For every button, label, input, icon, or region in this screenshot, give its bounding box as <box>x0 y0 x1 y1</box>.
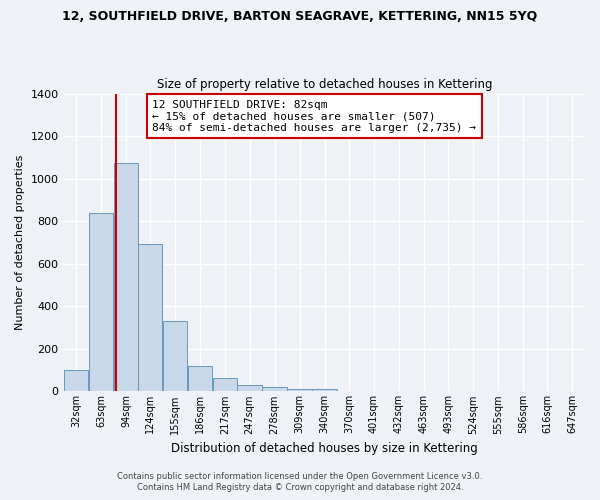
Title: Size of property relative to detached houses in Kettering: Size of property relative to detached ho… <box>157 78 492 91</box>
Bar <box>89 212 113 392</box>
Bar <box>163 321 187 392</box>
Bar <box>113 162 138 392</box>
Bar <box>287 389 312 392</box>
Bar <box>188 366 212 392</box>
Bar <box>262 386 287 392</box>
X-axis label: Distribution of detached houses by size in Kettering: Distribution of detached houses by size … <box>171 442 478 455</box>
Text: Contains HM Land Registry data © Crown copyright and database right 2024.: Contains HM Land Registry data © Crown c… <box>137 484 463 492</box>
Bar <box>64 370 88 392</box>
Y-axis label: Number of detached properties: Number of detached properties <box>15 155 25 330</box>
Text: 12 SOUTHFIELD DRIVE: 82sqm
← 15% of detached houses are smaller (507)
84% of sem: 12 SOUTHFIELD DRIVE: 82sqm ← 15% of deta… <box>152 100 476 132</box>
Bar <box>213 378 238 392</box>
Bar <box>312 390 337 392</box>
Bar <box>138 244 163 392</box>
Text: Contains public sector information licensed under the Open Government Licence v3: Contains public sector information licen… <box>118 472 482 481</box>
Bar <box>237 385 262 392</box>
Text: 12, SOUTHFIELD DRIVE, BARTON SEAGRAVE, KETTERING, NN15 5YQ: 12, SOUTHFIELD DRIVE, BARTON SEAGRAVE, K… <box>62 10 538 23</box>
